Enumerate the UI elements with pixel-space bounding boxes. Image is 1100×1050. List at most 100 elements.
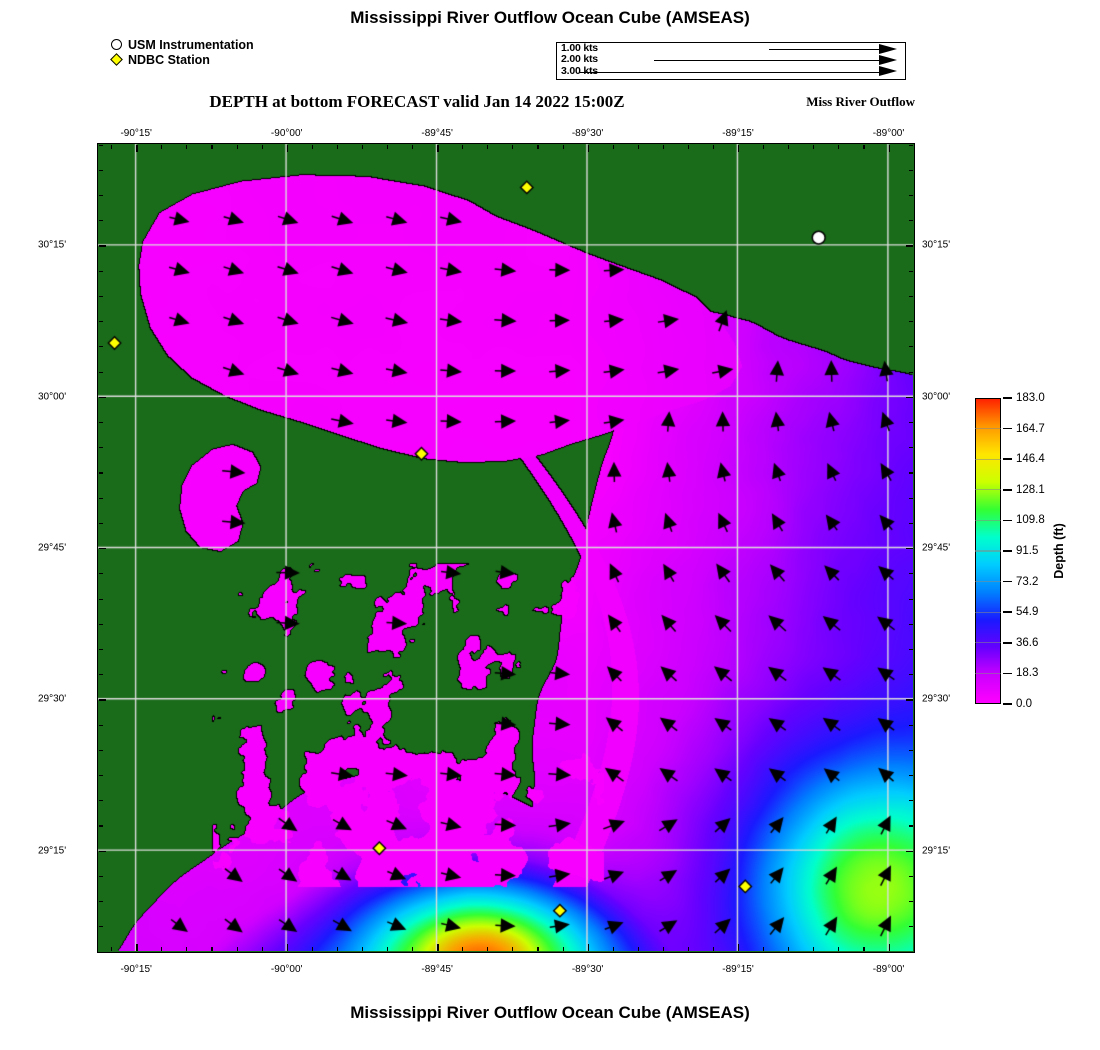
axis-tick [437, 944, 439, 952]
axis-tick [813, 144, 815, 149]
axis-tick [98, 598, 103, 600]
colorbar-inner-tick [975, 581, 1001, 583]
axis-tick [906, 548, 914, 550]
axis-tick [863, 144, 865, 149]
axis-tick [98, 548, 106, 550]
axis-tick [98, 169, 103, 171]
axis-tick [512, 947, 514, 952]
colorbar-tick [1003, 519, 1012, 522]
axis-tick [612, 144, 614, 149]
axis-tick [909, 598, 914, 600]
axis-tick-layer [97, 143, 915, 953]
lon-axis-label: -90°00' [270, 964, 303, 975]
axis-tick [487, 144, 489, 149]
lon-axis-label: -89°30' [571, 128, 604, 139]
colorbar-tick-label: 183.0 [1016, 392, 1045, 404]
lon-axis-label: -89°15' [722, 128, 754, 139]
vector-scale-label-1: 1.00 kts [561, 42, 598, 54]
lat-axis-label: 29°30' [38, 693, 67, 705]
axis-tick [712, 947, 715, 952]
axis-tick [98, 522, 103, 524]
axis-tick [111, 144, 113, 149]
axis-tick [909, 220, 914, 222]
colorbar-tick-label: 54.9 [1016, 606, 1039, 619]
axis-tick [286, 144, 289, 152]
lon-axis-label: -89°45' [421, 964, 453, 975]
axis-tick [537, 947, 539, 952]
marker-legend: USM Instrumentation NDBC Station [110, 38, 254, 68]
axis-tick [98, 825, 103, 827]
page-title: Mississippi River Outflow Ocean Cube (AM… [350, 8, 750, 27]
axis-tick [888, 944, 890, 952]
axis-tick [98, 346, 103, 348]
axis-tick [906, 245, 914, 247]
lon-axis-label: -90°15' [120, 128, 152, 139]
colorbar-tick [1003, 611, 1012, 613]
axis-tick [236, 144, 238, 149]
axis-tick [186, 144, 188, 149]
lat-axis-label: 30°00' [922, 391, 951, 403]
vector-shaft-1 [769, 49, 879, 50]
axis-tick [98, 800, 103, 802]
vector-scale-label-2: 2.00 kts [561, 53, 598, 66]
vector-scale-row-1: 1.00 kts [557, 42, 905, 54]
forecast-subtitle: DEPTH at bottom FORECAST valid Jan 14 20… [209, 92, 625, 111]
axis-tick [336, 144, 338, 149]
axis-tick [98, 371, 103, 373]
colorbar-tick [1003, 580, 1012, 583]
axis-tick [637, 144, 639, 149]
colorbar-inner-tick [975, 672, 1001, 674]
axis-tick [537, 144, 539, 149]
axis-tick [161, 144, 163, 149]
vector-shaft-3 [579, 71, 879, 73]
axis-tick [412, 947, 414, 952]
axis-tick [98, 623, 103, 625]
axis-tick [98, 674, 103, 676]
lon-axis-label: -90°15' [120, 964, 152, 975]
colorbar-tick-label: 91.5 [1016, 545, 1039, 557]
axis-tick [286, 944, 289, 952]
lon-axis-label: -89°00' [872, 128, 905, 139]
map-plot-area[interactable] [97, 143, 915, 953]
axis-tick [261, 947, 263, 952]
colorbar-inner-tick [975, 611, 1001, 613]
axis-tick [311, 144, 313, 149]
axis-tick [98, 321, 103, 323]
axis-tick [909, 497, 914, 499]
axis-tick [98, 699, 106, 701]
axis-tick [909, 447, 914, 449]
vector-arrowhead-3 [879, 66, 897, 77]
vector-scale-row-3: 3.00 kts [557, 65, 905, 77]
axis-tick [888, 144, 890, 152]
axis-tick [909, 749, 914, 751]
colorbar-inner-tick [975, 428, 1001, 430]
axis-tick [261, 144, 263, 149]
colorbar-inner-tick [975, 489, 1001, 491]
axis-tick [838, 144, 840, 149]
subtitle-row: DEPTH at bottom FORECAST valid Jan 14 20… [97, 92, 915, 114]
axis-tick [637, 947, 639, 952]
vector-arrowhead-2 [879, 54, 897, 65]
axis-tick [98, 270, 103, 272]
axis-tick [913, 144, 915, 149]
circle-marker-icon [110, 38, 125, 53]
axis-tick [98, 926, 103, 928]
axis-tick [98, 220, 103, 222]
axis-tick [361, 947, 363, 952]
colorbar-tick [1003, 703, 1012, 705]
axis-tick [311, 947, 313, 952]
axis-tick [763, 947, 765, 952]
legend-label-ndbc: NDBC Station [128, 53, 210, 67]
colorbar-tick [1003, 427, 1012, 430]
colorbar-tick-label: 18.3 [1016, 667, 1039, 680]
axis-tick [98, 497, 103, 499]
axis-tick [437, 144, 439, 152]
axis-tick [662, 947, 664, 952]
colorbar-tick-label: 128.1 [1016, 483, 1045, 496]
axis-tick [98, 295, 103, 298]
colorbar-tick [1003, 672, 1012, 675]
axis-tick [909, 674, 914, 676]
colorbar-axis-title: Depth (ft) [1052, 523, 1066, 579]
footer-title: Mississippi River Outflow Ocean Cube (AM… [350, 1003, 750, 1022]
axis-tick [136, 944, 138, 952]
